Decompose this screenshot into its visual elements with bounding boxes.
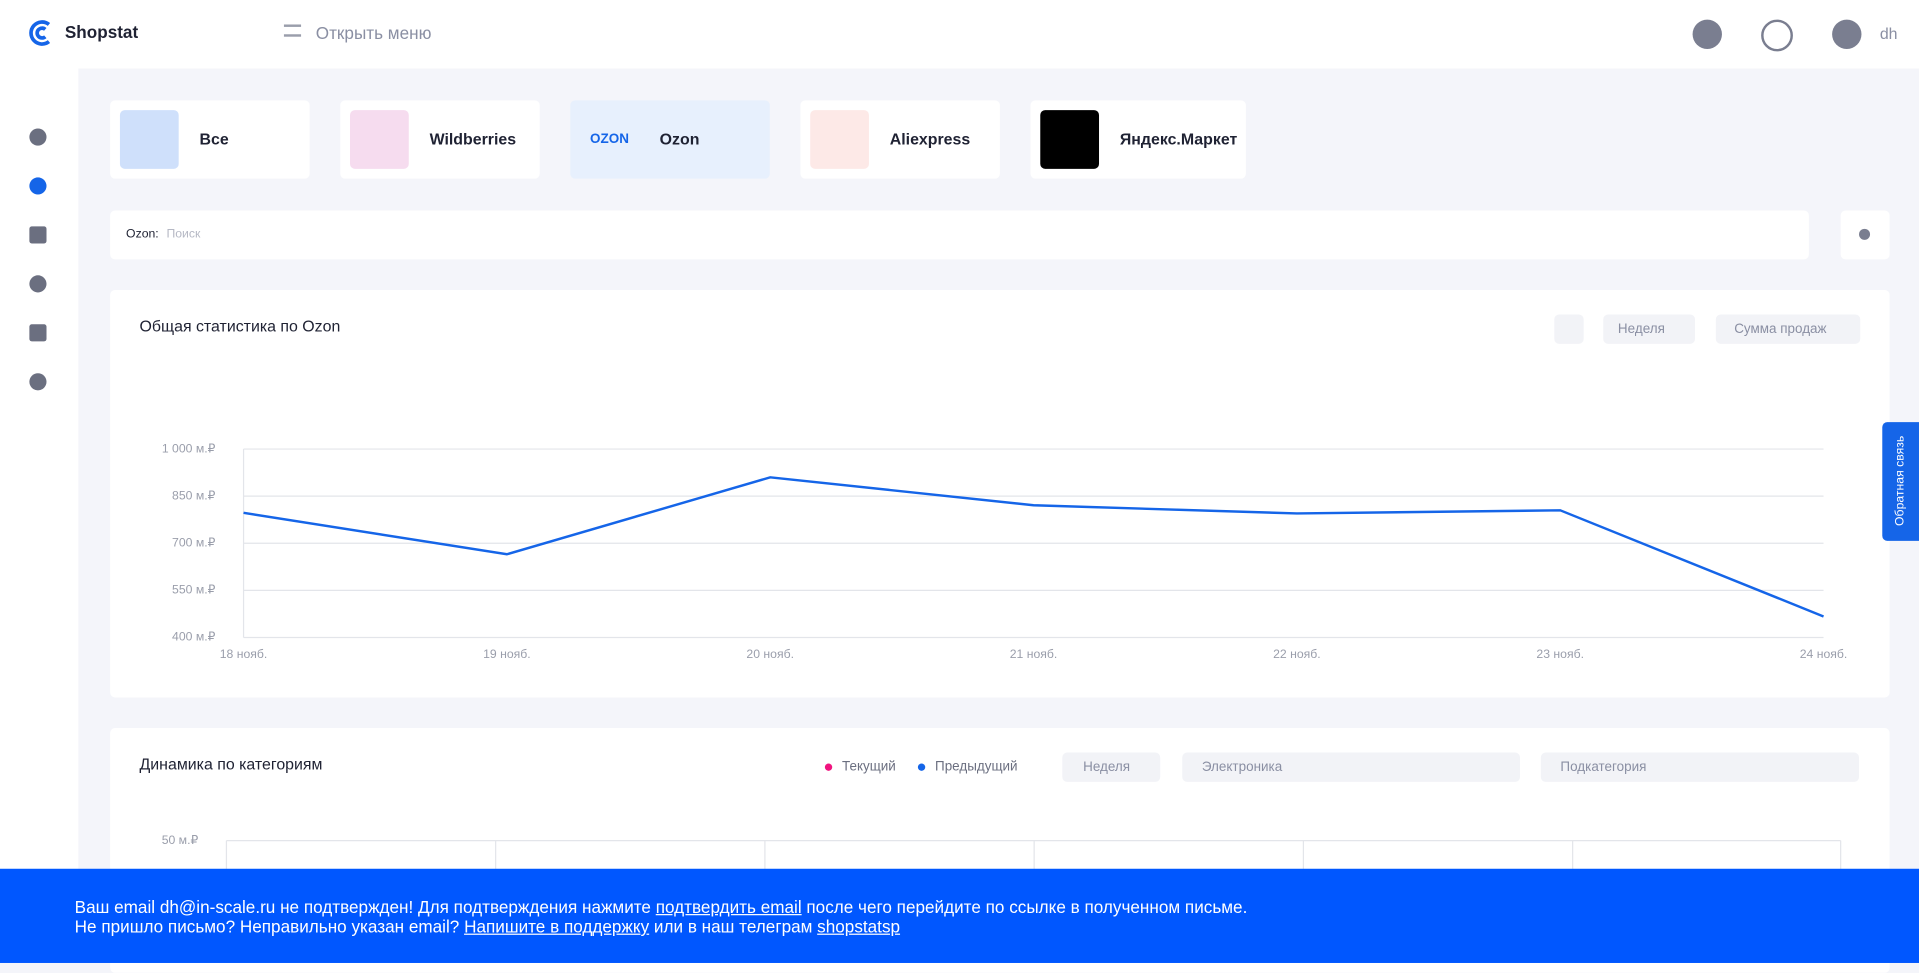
theme-icon[interactable] [1692,19,1722,49]
market-tab[interactable]: Aliexpress [800,100,1000,179]
banner-text: Ваш email dh@in-scale.ru не подтвержден!… [74,896,656,917]
logo-icon [29,20,51,46]
market-icon: OZON [580,110,639,169]
nav-icon[interactable] [29,128,47,146]
market-icon [1040,110,1100,169]
search-prefix: Ozon: [126,227,159,242]
market-tab[interactable]: Яндекс.Маркет [1030,100,1246,179]
subcategory-dropdown[interactable]: Подкатегория [1540,752,1860,782]
market-label: Ozon [659,129,700,149]
market-tab[interactable]: Все [110,100,310,179]
banner-text: или в наш телеграм [649,916,818,937]
legend-swatch [917,763,926,771]
y-tick-label: 850 м.₽ [172,488,216,502]
x-tick-label: 23 нояб. [1536,647,1584,661]
menu-icon[interactable] [283,24,302,37]
feedback-label: Обратная связь [1893,435,1908,526]
support-link[interactable]: Напишите в поддержку [464,916,650,937]
confirm-link[interactable]: подтвердить email [655,896,802,917]
market-label: Aliexpress [889,129,971,149]
x-tick-label: 24 нояб. [1800,647,1848,661]
y-tick-label: 1 000 м.₽ [162,441,216,455]
market-icon [119,110,179,169]
stats-card [110,289,1890,698]
data-line [243,476,1824,618]
telegram-link[interactable]: shopstatsp [817,916,901,937]
sidebar [0,68,79,963]
x-tick-label: 21 нояб. [1010,647,1058,661]
user-name[interactable]: dh [1879,24,1898,43]
market-tab[interactable]: OZON Ozon [570,100,770,179]
market-label: Все [199,129,229,149]
x-tick-label: 18 нояб. [220,647,268,661]
search-icon [1859,228,1871,240]
y-tick-label: 700 м.₽ [172,536,216,550]
feedback-tab[interactable]: Обратная связь [1882,422,1919,541]
banner-text: Не пришло письмо? Неправильно указан ema… [74,916,465,937]
metric-dropdown[interactable]: Сумма продаж [1715,314,1861,344]
y-tick-label: 50 м.₽ [162,833,199,847]
period-dropdown[interactable]: Неделя [1062,752,1161,782]
user-icon[interactable] [1832,19,1862,49]
market-tab[interactable]: Wildberries [340,100,540,179]
nav-icon[interactable] [29,177,47,195]
card-title: Динамика по категориям [139,754,323,774]
menu-button[interactable]: Открыть меню [315,23,432,43]
market-icon [350,110,409,169]
nav-icon[interactable] [29,226,47,244]
x-tick-label: 19 нояб. [483,647,531,661]
nav-icon[interactable] [29,373,47,391]
banner-line: Не пришло письмо? Неправильно указан ema… [75,916,900,936]
category-dropdown[interactable]: Электроника [1182,752,1521,782]
x-tick-label: 22 нояб. [1273,647,1321,661]
search-bar[interactable]: Ozon: Поиск [110,210,1809,260]
x-tick-label: 20 нояб. [746,647,794,661]
market-label: Wildberries [429,129,517,149]
top-bar [0,0,1919,69]
nav-icon[interactable] [29,275,47,293]
y-tick-label: 400 м.₽ [172,630,216,644]
nav-icon[interactable] [29,324,47,342]
layout-toggle[interactable] [1554,314,1584,344]
y-tick-label: 550 м.₽ [172,583,216,597]
period-dropdown[interactable]: Неделя [1603,314,1696,344]
email-banner: Ваш email dh@in-scale.ru не подтвержден!… [0,868,1919,963]
search-placeholder: Поиск [166,227,201,242]
market-icon [810,110,869,169]
legend-swatch [824,763,833,771]
market-label: Яндекс.Маркет [1119,129,1238,149]
legend-label: Предыдущий [935,759,1018,774]
logo: Shopstat [64,22,139,42]
legend-label: Текущий [842,759,896,774]
card-title: Общая статистика по Ozon [139,316,341,336]
banner-line: Ваш email dh@in-scale.ru не подтвержден!… [75,897,1248,917]
banner-text: после чего перейдите по ссылке в получен… [801,896,1248,917]
currency-icon[interactable] [1761,19,1793,52]
search-button[interactable] [1840,210,1890,260]
